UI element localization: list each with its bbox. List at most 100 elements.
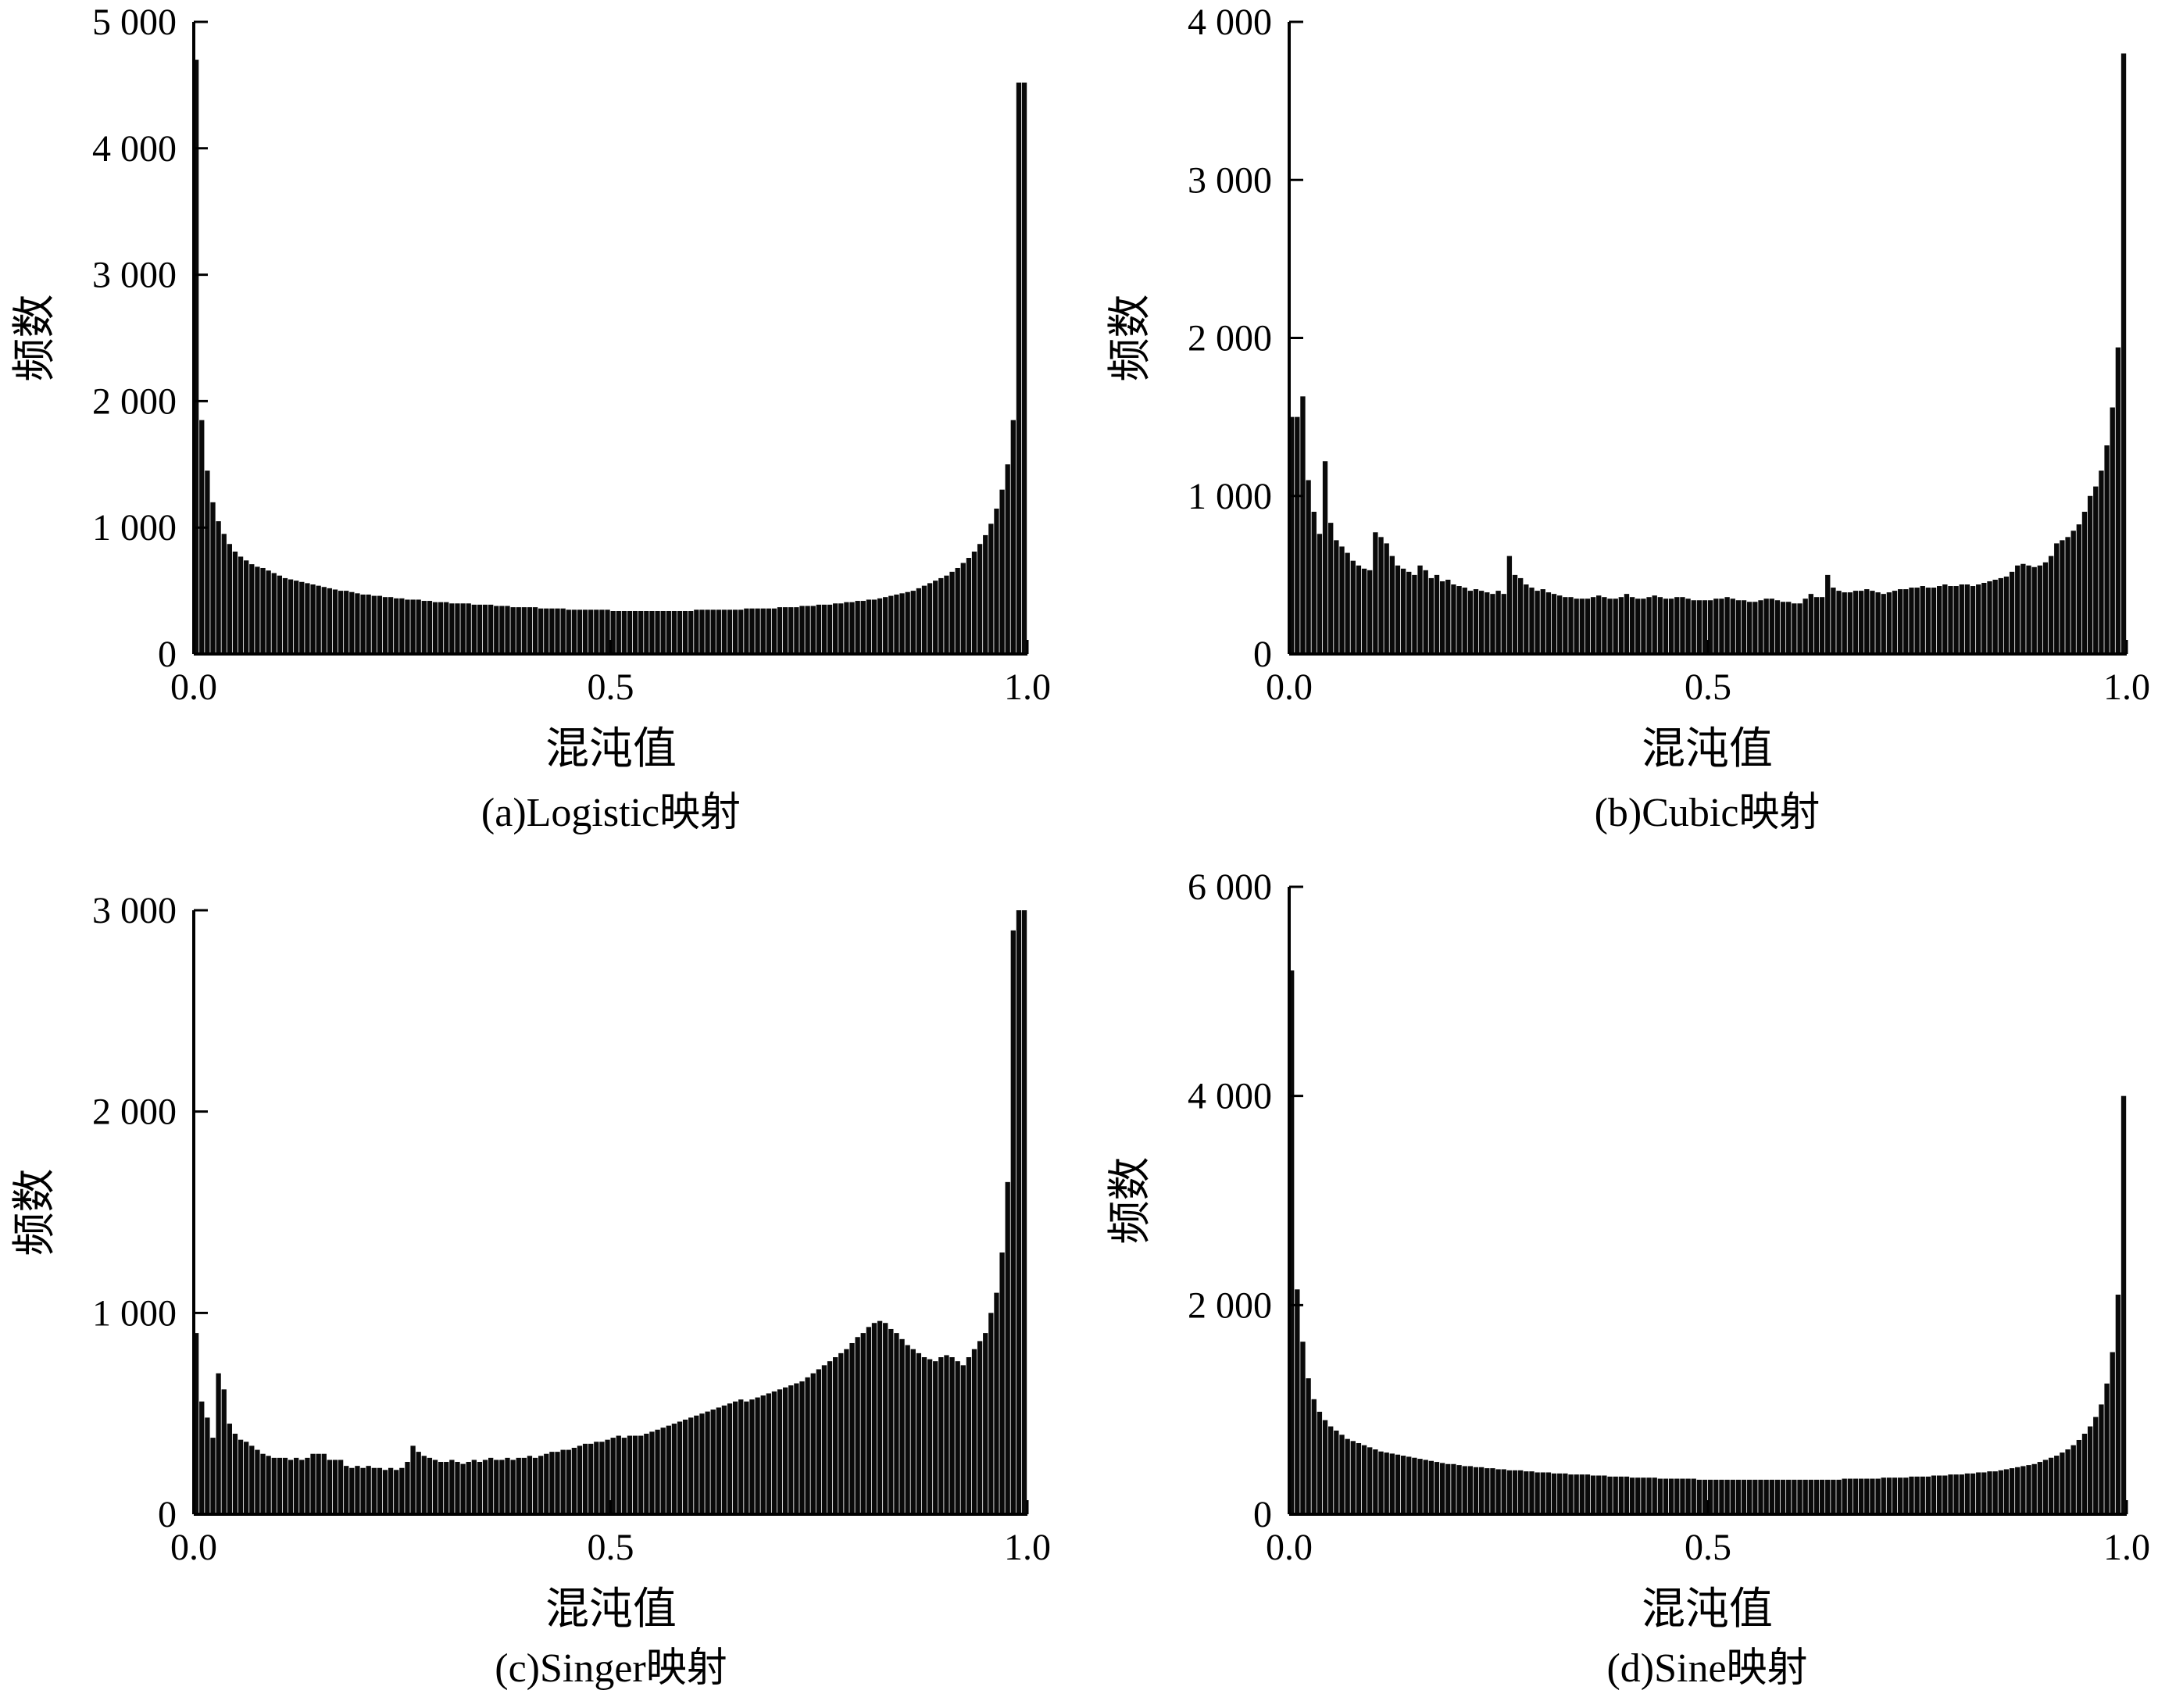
histogram-bar bbox=[1540, 589, 1545, 654]
histogram-bar bbox=[349, 1467, 355, 1514]
histogram-bar bbox=[1646, 1478, 1652, 1514]
histogram-bar bbox=[1535, 591, 1540, 654]
histogram-bar bbox=[999, 1252, 1005, 1514]
histogram-bar bbox=[1445, 1463, 1451, 1514]
histogram-bar bbox=[1490, 1468, 1495, 1514]
histogram-bar bbox=[2110, 1352, 2115, 1514]
histogram-bar bbox=[821, 1365, 827, 1514]
y-axis-title-logistic: 频数 bbox=[11, 295, 59, 382]
histogram-bar bbox=[388, 1467, 394, 1514]
histogram-bar bbox=[1574, 1474, 1579, 1514]
histogram-bar bbox=[1322, 1420, 1328, 1514]
histogram-bar bbox=[238, 1439, 244, 1514]
x-tick-label: 0.5 bbox=[1685, 666, 1731, 708]
histogram-bar bbox=[649, 1431, 655, 1514]
histogram-bar bbox=[1786, 1479, 1792, 1514]
x-tick-label: 0.0 bbox=[1266, 666, 1313, 708]
histogram-bar bbox=[816, 604, 821, 654]
histogram-bar bbox=[1797, 1479, 1803, 1514]
histogram-bar bbox=[1289, 970, 1295, 1514]
histogram-bar bbox=[344, 591, 349, 654]
histogram-bar bbox=[1306, 480, 1311, 654]
histogram-bar bbox=[2009, 1468, 2015, 1514]
histogram-bar bbox=[821, 604, 827, 654]
histogram-bar bbox=[799, 606, 805, 654]
histogram-bar bbox=[1680, 1478, 1685, 1514]
histogram-bar bbox=[260, 1453, 266, 1514]
x-ticks-cubic: 0.0 0.5 1.0 bbox=[1266, 640, 2150, 708]
bars-cubic bbox=[1289, 53, 2127, 655]
histogram-bar bbox=[260, 567, 266, 654]
histogram-bar bbox=[905, 591, 910, 654]
histogram-bar bbox=[833, 603, 838, 654]
histogram-bar bbox=[1423, 1460, 1428, 1514]
histogram-bar bbox=[1345, 552, 1350, 654]
histogram-bar bbox=[899, 593, 905, 654]
histogram-bar bbox=[377, 1467, 383, 1514]
histogram-bar bbox=[466, 603, 471, 654]
histogram-bar bbox=[777, 1389, 783, 1514]
bars-sine bbox=[1289, 970, 2127, 1514]
histogram-bar bbox=[666, 610, 671, 654]
histogram-bar bbox=[1853, 1478, 1859, 1514]
histogram-bar bbox=[883, 1323, 888, 1514]
histogram-bar bbox=[1903, 1478, 1909, 1514]
histogram-bar bbox=[2031, 1463, 2037, 1514]
y-tick-label: 4 000 bbox=[92, 128, 177, 170]
histogram-bar bbox=[1696, 600, 1702, 654]
histogram-bar bbox=[538, 1456, 544, 1514]
histogram-bar bbox=[1568, 1474, 1574, 1514]
histogram-bar bbox=[449, 603, 455, 654]
histogram-bar bbox=[1937, 1475, 1942, 1514]
histogram-bar bbox=[510, 607, 516, 654]
histogram-bar bbox=[794, 607, 799, 654]
histogram-bar bbox=[866, 599, 872, 654]
histogram-bar bbox=[1909, 588, 1914, 654]
histogram-bar bbox=[2015, 565, 2020, 654]
histogram-bar bbox=[294, 581, 299, 654]
histogram-bar bbox=[1406, 571, 1412, 654]
histogram-bar bbox=[1925, 588, 1931, 654]
histogram-bar bbox=[632, 1435, 638, 1514]
histogram-bar bbox=[366, 594, 371, 654]
histogram-bar bbox=[1858, 591, 1864, 654]
y-tick-label: 3 000 bbox=[1188, 159, 1272, 201]
panel-sine: 0 2 000 4 000 6 000 0.0 0.5 1.0 混沌值 频数 (d)Sin… bbox=[1106, 867, 2150, 1691]
histogram-bar bbox=[1668, 1478, 1674, 1514]
histogram-bar bbox=[527, 1456, 533, 1514]
histogram-bar bbox=[944, 1355, 949, 1514]
histogram-bar bbox=[1378, 537, 1384, 654]
histogram-bar bbox=[377, 595, 383, 654]
histogram-bar bbox=[349, 591, 355, 654]
histogram-bar bbox=[2037, 1462, 2042, 1514]
histogram-bar bbox=[310, 584, 316, 654]
histogram-bar bbox=[1334, 1430, 1339, 1514]
histogram-bar bbox=[994, 508, 999, 654]
histogram-bar bbox=[1641, 1478, 1646, 1514]
histogram-bar bbox=[1607, 599, 1613, 654]
histogram-bar bbox=[877, 598, 883, 654]
panel-logistic: 0 1 000 2 000 3 000 4 000 5 000 0.0 0.5 1.0 混沌值… bbox=[11, 2, 1051, 835]
histogram-bar bbox=[1892, 591, 1898, 654]
histogram-bar bbox=[1629, 1478, 1635, 1514]
y-tick-label: 4 000 bbox=[1188, 1076, 1272, 1117]
histogram-bar bbox=[2081, 511, 2088, 654]
histogram-bar bbox=[1786, 602, 1792, 654]
histogram-bar bbox=[999, 489, 1005, 654]
histogram-bar bbox=[416, 599, 421, 654]
histogram-bar bbox=[1512, 574, 1518, 655]
histogram-bar bbox=[555, 608, 560, 654]
x-ticks-sine: 0.0 0.5 1.0 bbox=[1266, 1500, 2150, 1568]
histogram-bar bbox=[2093, 1417, 2099, 1514]
histogram-bar bbox=[1803, 1479, 1808, 1514]
histogram-bar bbox=[2099, 470, 2104, 654]
histogram-bar bbox=[916, 588, 922, 654]
histogram-bar bbox=[394, 598, 399, 654]
histogram-bar bbox=[2042, 1460, 2049, 1514]
histogram-bar bbox=[327, 588, 333, 654]
histogram-bar bbox=[899, 1338, 905, 1514]
histogram-bar bbox=[1657, 1478, 1663, 1514]
histogram-bar bbox=[1485, 592, 1490, 654]
y-tick-label: 1 000 bbox=[1188, 476, 1272, 517]
